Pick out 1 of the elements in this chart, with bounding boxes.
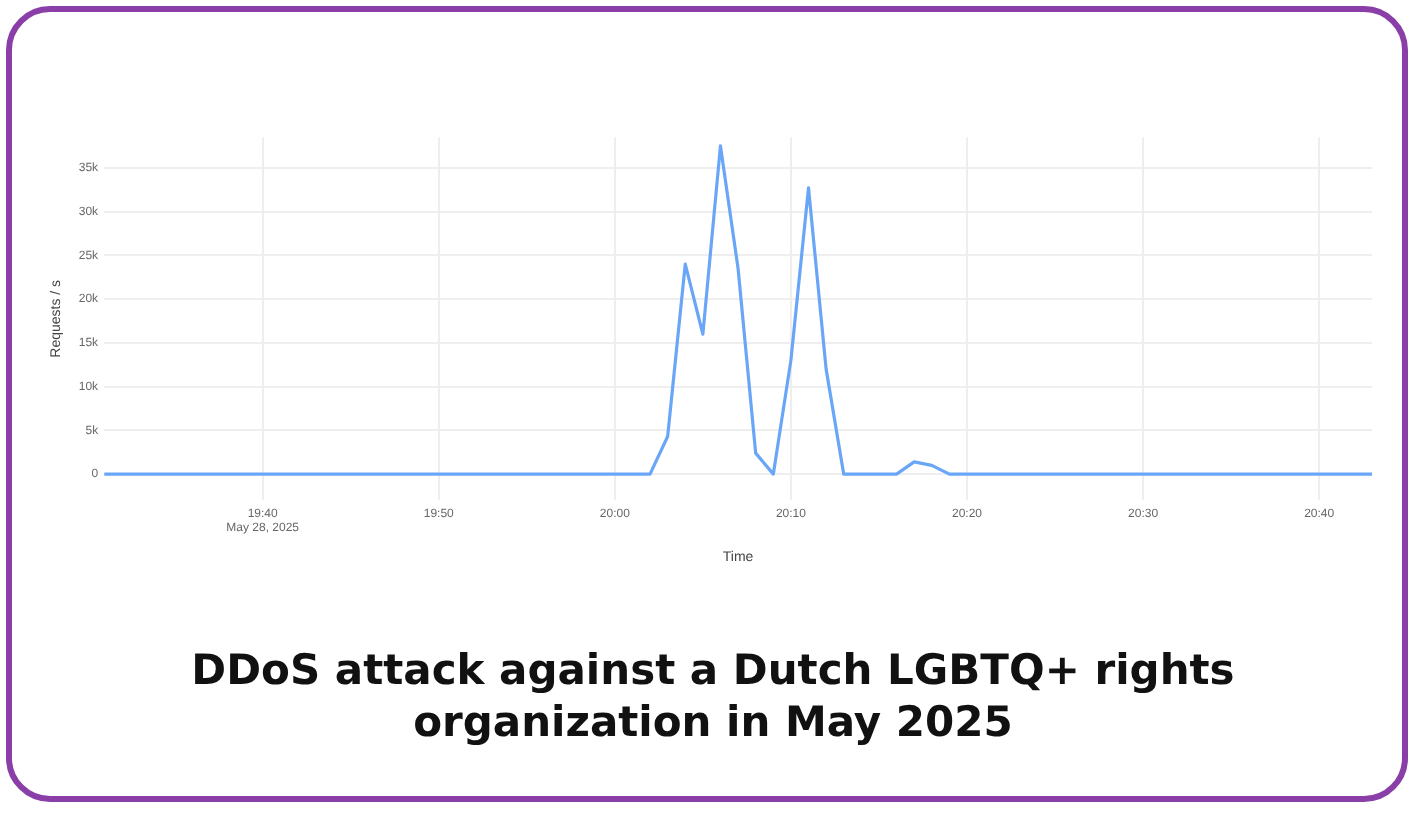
text: DDoS attack against a Dutch LGBTQ+ rights organization in May 2025 <box>189 644 1237 748</box>
